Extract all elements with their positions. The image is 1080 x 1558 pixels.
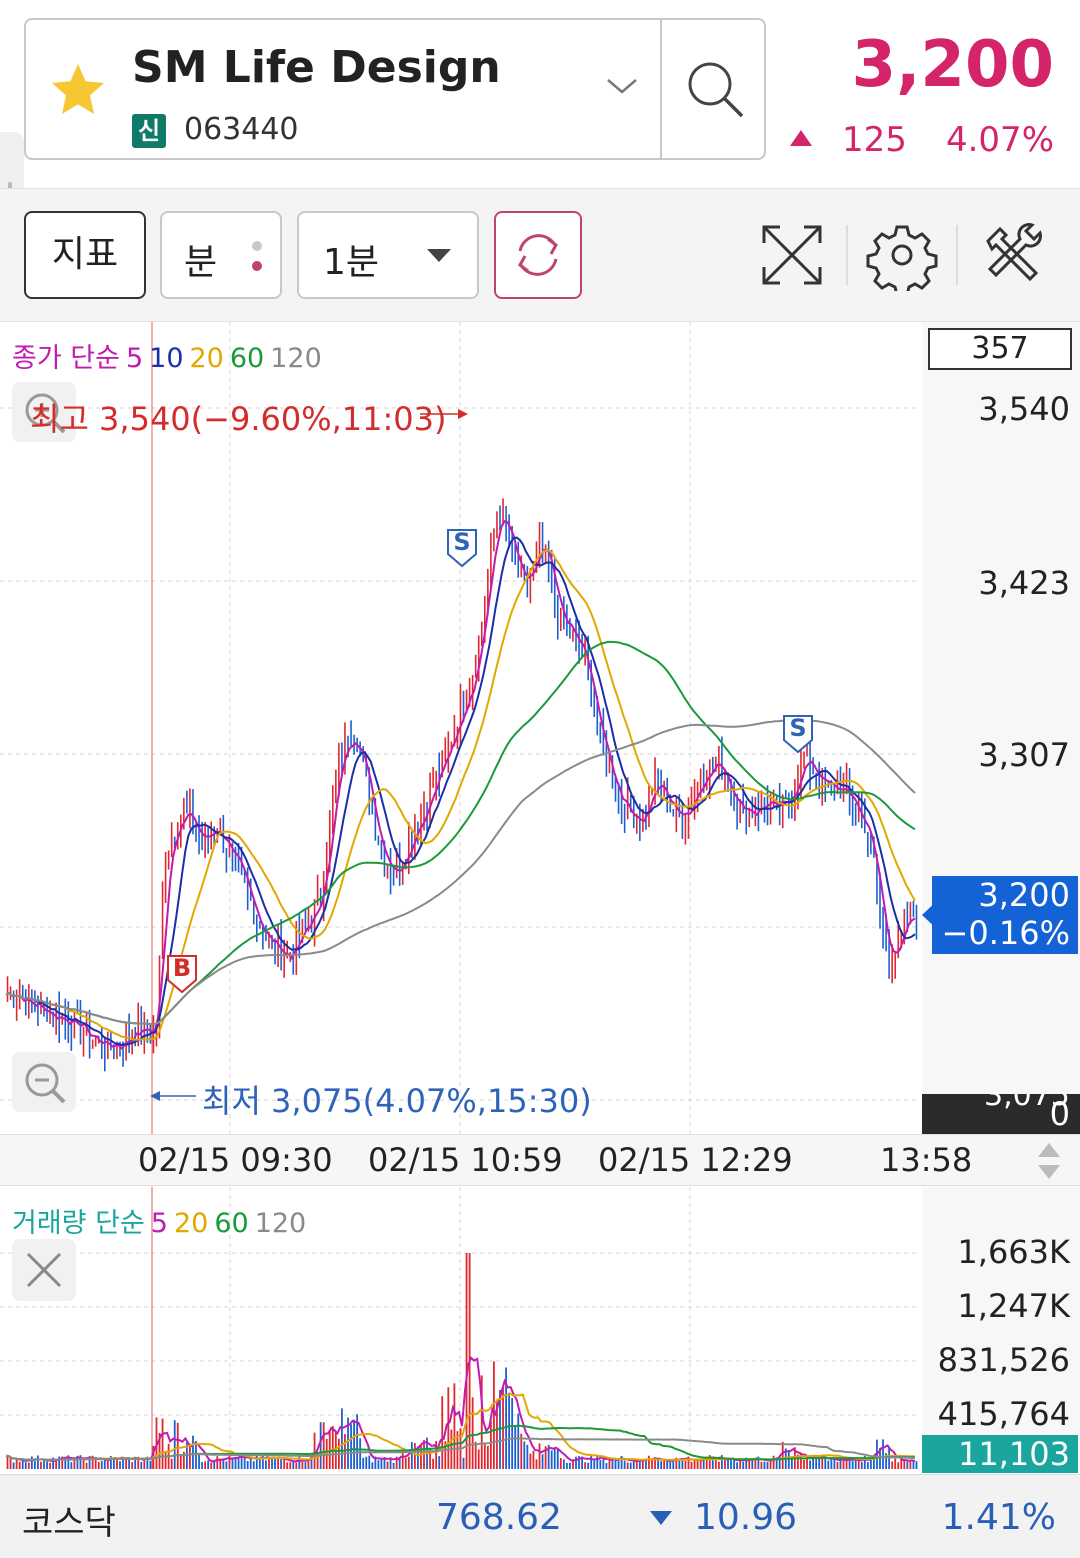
refresh-button[interactable]: [494, 211, 582, 299]
time-unit-button[interactable]: 분: [160, 211, 282, 299]
tools-icon[interactable]: [978, 219, 1050, 291]
volume-y-label: 1,247K: [957, 1287, 1070, 1325]
high-annotation: 최고 3,540(−9.60%,11:03): [30, 400, 447, 438]
stock-code: 063440: [184, 112, 299, 147]
current-price-tag-change: −0.16%: [941, 914, 1070, 952]
y-axis-panel: [922, 322, 1080, 1134]
price-bottom-tag: 3,075 0: [922, 1094, 1080, 1134]
y-axis-label: 3,307: [978, 736, 1070, 774]
vol-ma60-label: 60: [214, 1208, 249, 1239]
index-change: 10.96: [694, 1497, 798, 1538]
ma20-line: [5, 548, 916, 1041]
vol-ma120-label: 120: [254, 1208, 307, 1239]
favorite-star-icon[interactable]: [48, 60, 108, 120]
volume-legend[interactable]: 거래량 단순 5 20 60 120: [12, 1201, 312, 1240]
close-volume-button[interactable]: [12, 1239, 76, 1301]
time-label: 02/15 09:30: [138, 1141, 333, 1179]
zoom-in-button[interactable]: [12, 382, 76, 442]
fullscreen-icon[interactable]: [756, 219, 828, 291]
clipped-y-label: 3,075: [984, 1094, 1070, 1113]
ma5-label: 5: [125, 343, 144, 374]
up-triangle-icon: [790, 130, 812, 146]
ma-legend-prefix: 종가 단순: [12, 343, 120, 374]
current-price-tag: 3,200 −0.16%: [922, 876, 1078, 954]
toolbar-divider: [846, 225, 848, 285]
chart-toolbar: 지표 분 1분: [0, 188, 1080, 322]
signal-label: S: [789, 714, 806, 742]
sell-signal-marker: [783, 715, 813, 754]
candlestick-series: [6, 498, 918, 1072]
price-chart[interactable]: B S S 종가 단순 5 10 20 60 120 357 최고 3,540(−9.60%,…: [0, 322, 1080, 1134]
index-value: 768.62: [436, 1497, 562, 1538]
ma-legend[interactable]: 종가 단순 5 10 20 60 120: [12, 336, 328, 375]
vol-ma120-line: [5, 1437, 916, 1461]
time-unit-label: 분: [184, 242, 218, 283]
indicator-button[interactable]: 지표: [24, 211, 146, 299]
stock-selector[interactable]: SM Life Design 신 063440: [24, 18, 766, 160]
volume-legend-prefix: 거래량 단순: [12, 1208, 145, 1239]
credit-badge: 신: [132, 114, 166, 148]
menu-dot-active-icon: [252, 261, 262, 271]
time-label: 13:58: [880, 1141, 973, 1179]
ma10-line: [5, 536, 916, 1047]
moving-average-lines: [5, 519, 916, 1050]
current-price: 3,200: [851, 28, 1054, 102]
gear-icon[interactable]: [866, 219, 938, 291]
market-index-bar[interactable]: 코스닥 768.62 10.96 1.41%: [0, 1474, 1080, 1558]
refresh-icon: [518, 234, 558, 276]
signal-label: S: [453, 528, 470, 556]
caret-down-icon: [427, 249, 451, 262]
zoom-in-icon: [25, 393, 66, 434]
volume-y-label: 1,663K: [957, 1233, 1070, 1271]
current-volume-tag: 11,103: [922, 1435, 1078, 1473]
search-icon: [688, 62, 744, 118]
low-annotation: 최저 3,075(4.07%,15:30): [202, 1082, 592, 1120]
time-axis[interactable]: 02/15 09:30 02/15 10:59 02/15 12:29 13:5…: [0, 1134, 1080, 1186]
chevron-down-icon[interactable]: [604, 74, 640, 98]
current-price-tag-value: 3,200: [978, 876, 1070, 914]
period-label: 1분: [323, 242, 380, 283]
volume-chart[interactable]: 거래량 단순 5 20 60 120 1,663K 1,247K 831,526 415…: [0, 1187, 1080, 1473]
menu-dot-icon: [252, 241, 262, 251]
signal-label: B: [173, 954, 191, 982]
y-axis-label: 3,540: [978, 390, 1070, 428]
search-button[interactable]: [660, 20, 766, 158]
high-pointer-arrow: [458, 409, 468, 419]
resize-arrows-icon[interactable]: [1034, 1141, 1064, 1181]
low-pointer-arrow: [150, 1091, 160, 1101]
zoom-out-button[interactable]: [12, 1052, 76, 1112]
y-axis-label: 3,423: [978, 564, 1070, 602]
sell-signal-marker: [447, 529, 477, 568]
vol-ma20-label: 20: [173, 1208, 209, 1239]
ma60-label: 60: [229, 343, 265, 374]
ma120-label: 120: [270, 343, 322, 374]
zoom-out-icon: [25, 1063, 66, 1104]
index-change-pct: 1.41%: [941, 1497, 1056, 1538]
index-name: 코스닥: [22, 1503, 116, 1543]
time-label: 02/15 10:59: [368, 1141, 563, 1179]
time-label: 02/15 12:29: [598, 1141, 793, 1179]
stock-name: SM Life Design: [132, 42, 501, 93]
ma20-label: 20: [189, 343, 224, 374]
ma120-line: [5, 719, 916, 1026]
toolbar-divider: [956, 225, 958, 285]
ma10-label: 10: [149, 343, 184, 374]
price-bottom-tag-value: 0: [1049, 1095, 1070, 1133]
header: SM Life Design 신 063440 3,200 125 4.07%: [0, 0, 1080, 278]
close-icon: [26, 1252, 62, 1288]
down-triangle-icon: [650, 1511, 672, 1525]
scale-value-box[interactable]: 357: [928, 328, 1072, 370]
vol-ma5-label: 5: [150, 1208, 168, 1239]
price-change: 125: [842, 120, 907, 160]
y-axis-panel: [922, 1187, 1080, 1473]
volume-ma-lines: [5, 1356, 916, 1463]
volume-y-label: 415,764: [937, 1395, 1070, 1433]
volume-chart-canvas[interactable]: [0, 1187, 1080, 1473]
price-chart-canvas[interactable]: B S S: [0, 322, 1080, 1134]
volume-y-label: 831,526: [937, 1341, 1070, 1379]
price-change-pct: 4.07%: [945, 120, 1054, 160]
period-select[interactable]: 1분: [297, 211, 479, 299]
buy-signal-marker: [167, 955, 197, 994]
